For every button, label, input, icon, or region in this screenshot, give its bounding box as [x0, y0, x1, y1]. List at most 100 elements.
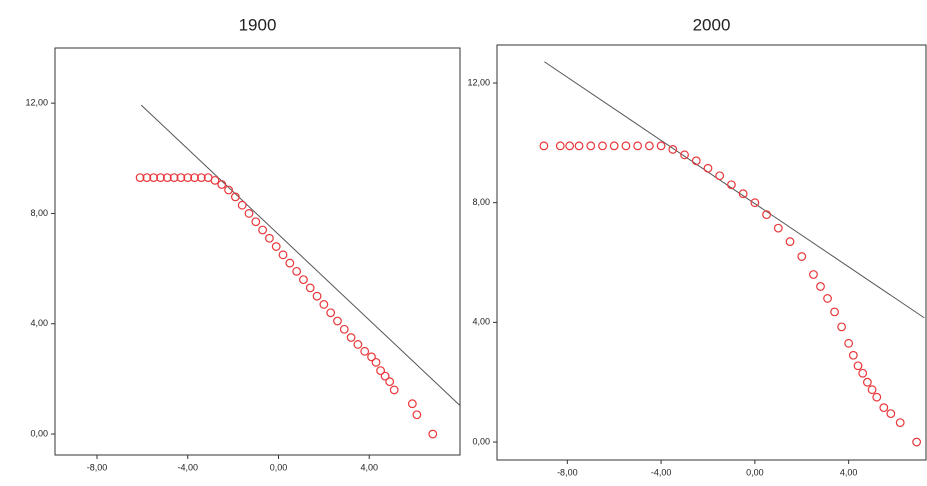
point [912, 437, 922, 447]
point [217, 180, 227, 189]
y-tick-label: 12,00 [25, 98, 48, 108]
point [299, 275, 308, 285]
point [853, 361, 863, 371]
point [867, 385, 877, 395]
point [586, 141, 596, 151]
point [190, 173, 199, 183]
point [691, 156, 701, 166]
point [738, 189, 748, 199]
point [251, 217, 261, 227]
point [785, 237, 795, 246]
y-tick-label: 0,00 [30, 428, 48, 438]
point [680, 150, 689, 160]
point [292, 266, 302, 276]
point [816, 282, 825, 291]
point [367, 352, 376, 362]
point [644, 141, 654, 151]
y-tick-label: 4,00 [472, 317, 490, 327]
point [703, 163, 713, 173]
plot-frame [496, 44, 927, 461]
point [135, 173, 145, 183]
point [339, 324, 349, 334]
point [346, 333, 356, 342]
point [380, 371, 390, 381]
point [879, 403, 889, 413]
point [797, 252, 807, 261]
point [762, 210, 771, 220]
point [385, 377, 395, 387]
point [621, 141, 631, 151]
point [862, 377, 872, 387]
point [412, 410, 422, 420]
point [244, 209, 254, 218]
chart-title: 1900 [239, 15, 277, 34]
point [162, 173, 172, 183]
point [265, 233, 274, 243]
point [773, 223, 783, 233]
point [285, 258, 295, 268]
point [210, 175, 220, 185]
point [555, 141, 565, 151]
reference-line [544, 61, 925, 319]
point [224, 185, 233, 195]
y-tick-label: 8,00 [472, 197, 490, 207]
x-tick-label: -8,00 [557, 467, 578, 477]
plot-frame [54, 47, 461, 456]
point [715, 171, 725, 181]
x-tick-label: -4,00 [651, 467, 672, 477]
point [258, 225, 268, 235]
point [326, 308, 336, 318]
point [278, 250, 288, 260]
y-tick-label: 4,00 [30, 318, 48, 328]
point [371, 357, 381, 367]
point [230, 192, 240, 202]
reference-line [140, 104, 460, 406]
point [156, 173, 165, 183]
point [858, 368, 868, 378]
point [539, 141, 549, 151]
point [727, 180, 736, 190]
point [565, 141, 575, 151]
point [407, 399, 417, 409]
point [196, 173, 206, 183]
y-tick-label: 0,00 [472, 436, 490, 446]
point [360, 346, 370, 356]
point [237, 200, 247, 210]
x-tick-label: 0,00 [270, 462, 288, 472]
point [389, 385, 399, 395]
point [319, 300, 329, 309]
point [598, 141, 607, 151]
point [169, 173, 179, 183]
point [633, 141, 643, 151]
point [149, 173, 159, 183]
x-tick-label: -8,00 [87, 462, 108, 472]
point [809, 270, 818, 279]
point [305, 283, 315, 293]
chart-title: 2000 [693, 15, 731, 34]
point [428, 429, 438, 439]
x-tick-label: -4,00 [177, 462, 198, 472]
point [183, 173, 193, 183]
point [844, 338, 854, 348]
point [872, 392, 882, 402]
point [668, 145, 678, 154]
point [823, 294, 832, 303]
point [312, 291, 322, 301]
point [750, 198, 760, 208]
x-tick-label: 0,00 [746, 467, 764, 477]
y-tick-label: 8,00 [30, 208, 48, 218]
x-tick-label: 4,00 [840, 467, 858, 477]
point [609, 141, 619, 151]
point [837, 322, 847, 332]
point [656, 141, 666, 151]
point [830, 307, 839, 317]
point [848, 350, 858, 360]
point [895, 418, 905, 427]
point [176, 173, 186, 183]
point [271, 242, 281, 251]
point [142, 173, 152, 183]
point [353, 340, 363, 349]
point [886, 409, 896, 419]
